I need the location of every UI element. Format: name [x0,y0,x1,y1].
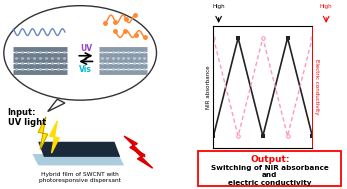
Polygon shape [38,142,120,157]
Polygon shape [38,117,48,149]
Polygon shape [50,121,59,153]
Polygon shape [48,99,65,112]
Text: Output:: Output: [250,155,289,164]
Y-axis label: NIR absorbance: NIR absorbance [206,65,211,109]
Text: UV: UV [80,44,92,53]
Polygon shape [33,154,124,165]
Text: High: High [320,4,332,9]
Text: High: High [212,4,225,9]
Polygon shape [124,136,145,157]
Ellipse shape [4,6,156,100]
Text: Hybrid film of SWCNT with
photoresponsive dispersant: Hybrid film of SWCNT with photoresponsiv… [39,172,121,183]
FancyBboxPatch shape [197,151,340,186]
Polygon shape [132,147,153,168]
Text: Switching of NIR absorbance
and
electric conductivity: Switching of NIR absorbance and electric… [211,165,329,186]
Text: Input:
UV light: Input: UV light [8,108,46,127]
Y-axis label: Electric conductivity: Electric conductivity [314,59,319,115]
Text: Vis: Vis [79,65,92,74]
